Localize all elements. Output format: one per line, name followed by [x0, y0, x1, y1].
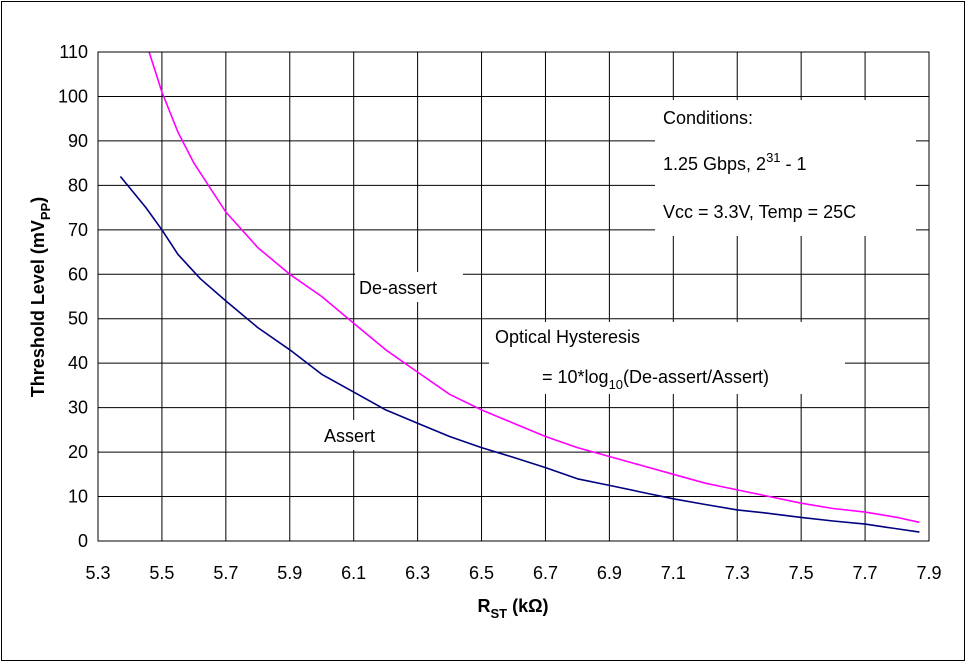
y-tick-label: 30	[68, 398, 88, 418]
x-tick-label: 5.5	[149, 563, 174, 583]
x-tick-label: 6.5	[469, 563, 494, 583]
conditions-rate: 1.25 Gbps, 231 - 1	[663, 150, 807, 174]
y-tick-label: 60	[68, 264, 88, 284]
x-tick-label: 7.3	[725, 563, 750, 583]
y-tick-label: 0	[78, 531, 88, 551]
x-tick-label: 5.9	[277, 563, 302, 583]
y-tick-label: 90	[68, 131, 88, 151]
hysteresis-formula: = 10*log10(De-assert/Assert)	[542, 367, 769, 392]
hysteresis-title: Optical Hysteresis	[495, 327, 640, 347]
deassert-label-bg	[355, 272, 463, 302]
assert-label-bg	[320, 420, 396, 450]
x-tick-label: 6.3	[405, 563, 430, 583]
x-tick-label: 7.7	[853, 563, 878, 583]
x-axis-title: RST (kΩ)	[477, 596, 548, 621]
y-tick-label: 40	[68, 353, 88, 373]
x-tick-label: 7.9	[916, 563, 941, 583]
y-tick-label: 20	[68, 442, 88, 462]
y-tick-label: 110	[59, 42, 88, 62]
y-tick-label: 80	[68, 175, 88, 195]
x-tick-label: 6.9	[597, 563, 622, 583]
conditions-box	[655, 100, 916, 236]
grid-lines	[97, 51, 930, 542]
series-line-assert	[119, 175, 920, 533]
assert-label: Assert	[324, 426, 375, 446]
y-tick-label: 70	[68, 220, 88, 240]
y-tick-label: 10	[68, 487, 88, 507]
series-line-de-assert	[148, 51, 920, 524]
x-tick-label: 6.1	[341, 563, 366, 583]
x-tick-label: 5.7	[213, 563, 238, 583]
conditions-title: Conditions:	[663, 108, 753, 128]
conditions-env: Vcc = 3.3V, Temp = 25C	[663, 202, 856, 222]
y-tick-label: 100	[58, 86, 88, 106]
y-axis-title: Threshold Level (mVPP)	[28, 197, 53, 397]
y-tick-label: 50	[68, 309, 88, 329]
x-tick-label: 6.7	[533, 563, 558, 583]
x-tick-label: 7.1	[661, 563, 686, 583]
x-tick-label: 5.3	[85, 563, 110, 583]
series-lines	[119, 51, 920, 533]
x-tick-label: 7.5	[789, 563, 814, 583]
x-tick-labels: 5.3 5.5 5.7 5.9 6.1 6.3 6.5 6.7 6.9 7.1 7.3 7.5 7.7 7…	[85, 563, 941, 583]
hysteresis-box	[489, 322, 845, 394]
plot-border	[97, 51, 930, 542]
deassert-label: De-assert	[359, 278, 437, 298]
y-tick-labels: 0 10 20 30 40 50 60 70 80 90 100 110	[58, 42, 88, 551]
